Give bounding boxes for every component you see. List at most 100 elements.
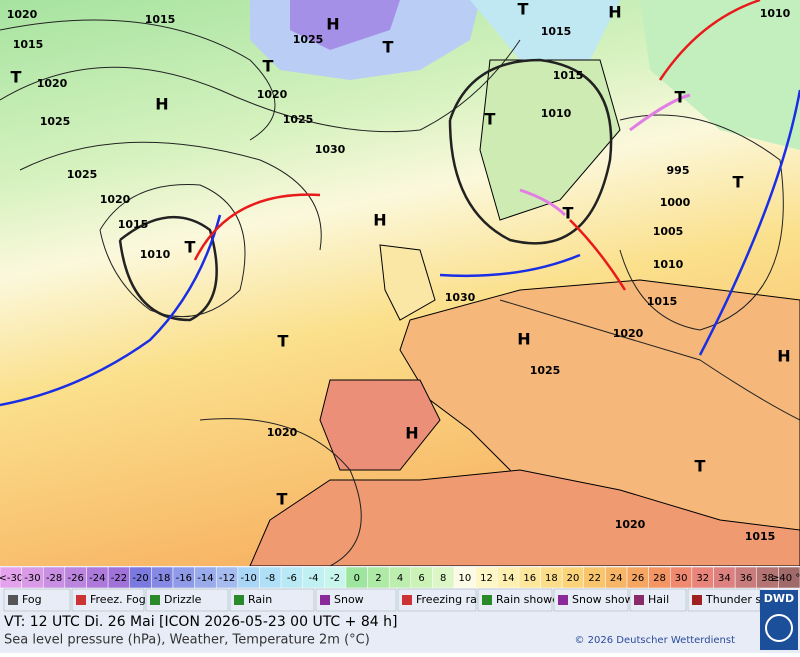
pressure-center: H — [777, 347, 790, 366]
color-scale: <-30 -30 -28 -26 -24 -22 -20 -18 -16 -14 -12 -10 -8-… — [0, 566, 800, 589]
legend-label: Snow shower — [572, 593, 645, 606]
isobar-label: 1025 — [67, 168, 98, 181]
scale-label: 28 — [653, 573, 666, 584]
legend-label: Fog — [22, 593, 42, 606]
isobar-label: 1030 — [315, 143, 346, 156]
land-iberia — [319, 379, 441, 471]
isobar-label: 1015 — [13, 38, 44, 51]
scale-label: -16 — [176, 573, 192, 584]
legend-symbol — [558, 595, 568, 605]
scale-label: 4 — [397, 573, 403, 584]
pressure-center: T — [383, 38, 394, 57]
scale-label: 14 — [502, 573, 515, 584]
scale-label: -12 — [219, 573, 235, 584]
pressure-center: T — [278, 332, 289, 351]
pressure-center: T — [277, 490, 288, 509]
scale-label: 0 — [354, 573, 360, 584]
legend-cell — [145, 588, 229, 612]
cold-front — [0, 214, 222, 407]
pressure-center: T — [263, 57, 274, 76]
legend-symbol — [402, 595, 412, 605]
pressure-center: T — [733, 173, 744, 192]
scale-label: 16 — [523, 573, 536, 584]
isobar-label: 1015 — [553, 69, 584, 82]
pressure-center: T — [563, 204, 574, 223]
cold-area — [470, 0, 620, 60]
legend-symbol — [8, 595, 18, 605]
scale-label: 12 — [480, 573, 493, 584]
warm-front — [658, 0, 761, 81]
land-britain — [379, 244, 436, 321]
isobar-label: 1010 — [541, 107, 572, 120]
map: 1020 101510151020102510251020101510101025… — [0, 0, 800, 567]
logo: DWD — [764, 592, 794, 605]
pressure-center: T — [695, 457, 706, 476]
legend-cell — [397, 588, 477, 612]
scale-label: 6 — [418, 573, 424, 584]
valid-time: VT: 12 UTC Di. 26 Mai [ICON 2026-05-23 0… — [4, 614, 397, 630]
isobar-label: 1030 — [445, 291, 476, 304]
legend-symbol — [234, 595, 244, 605]
cold-core — [290, 0, 400, 50]
scale-label: -22 — [111, 573, 127, 584]
isobar-label: 1025 — [283, 113, 314, 126]
isobar-label: 1020 — [37, 77, 68, 90]
isobar-label: 1020 — [257, 88, 288, 101]
cold-front — [698, 89, 800, 356]
scale-label: -4 — [309, 573, 319, 584]
scale-label: 18 — [545, 573, 558, 584]
pressure-center: T — [485, 110, 496, 129]
legend-label: Freez. Fog — [90, 593, 146, 606]
legend-cell — [629, 588, 687, 612]
legend-symbol — [320, 595, 330, 605]
scale-label: -2 — [330, 573, 340, 584]
legend-cell — [71, 588, 145, 612]
legend-cell — [315, 588, 397, 612]
isobar-label: 1015 — [118, 218, 149, 231]
copyright: © 2026 Deutscher Wetterdienst — [574, 635, 735, 646]
scale-label: 38 — [761, 573, 774, 584]
scale-label: -8 — [265, 573, 275, 584]
legend-label: Snow — [334, 593, 364, 606]
scale-label: -18 — [154, 573, 170, 584]
pressure-center: T — [518, 0, 529, 19]
scale-label: <-30 — [0, 573, 23, 584]
isobar-label: 1020 — [100, 193, 131, 206]
scale-label: 32 — [696, 573, 709, 584]
legend-label: Rain shower — [496, 593, 564, 606]
cold-front — [439, 253, 581, 278]
legend-symbol — [692, 595, 702, 605]
pressure-center: T — [675, 88, 686, 107]
scale-label: 36 — [740, 573, 753, 584]
pressure-center: T — [11, 68, 22, 87]
legend-label: Drizzle — [164, 593, 202, 606]
legend-label: Hail — [648, 593, 669, 606]
warm-front — [569, 219, 627, 291]
legend-cell — [477, 588, 553, 612]
legend-cell — [553, 588, 629, 612]
isobar-label: 1005 — [653, 225, 684, 238]
scale-label: 24 — [610, 573, 623, 584]
isobar-label: 1010 — [760, 7, 791, 20]
scale-label: 20 — [567, 573, 580, 584]
isobar-label: 1025 — [530, 364, 561, 377]
occluded-front — [519, 188, 567, 217]
scale-label: 34 — [718, 573, 731, 584]
land-scandinavia — [479, 59, 621, 221]
isobar-label: 1015 — [541, 25, 572, 38]
pressure-center: H — [608, 3, 621, 22]
scale-label: 26 — [631, 573, 644, 584]
isobar-label: 1020 — [615, 518, 646, 531]
scale-label: 22 — [588, 573, 601, 584]
pressure-center: T — [185, 238, 196, 257]
scale-label: 10 — [458, 573, 471, 584]
logo-icon — [765, 614, 793, 642]
scale-label: -24 — [89, 573, 105, 584]
description: Sea level pressure (hPa), Weather, Tempe… — [4, 633, 370, 648]
scale-label: 8 — [440, 573, 446, 584]
isobar-label: 1020 — [267, 426, 298, 439]
pressure-center: H — [155, 95, 168, 114]
legend-cell — [229, 588, 315, 612]
scale-label: ≥40 °C — [771, 573, 800, 584]
warm-front — [193, 193, 321, 261]
